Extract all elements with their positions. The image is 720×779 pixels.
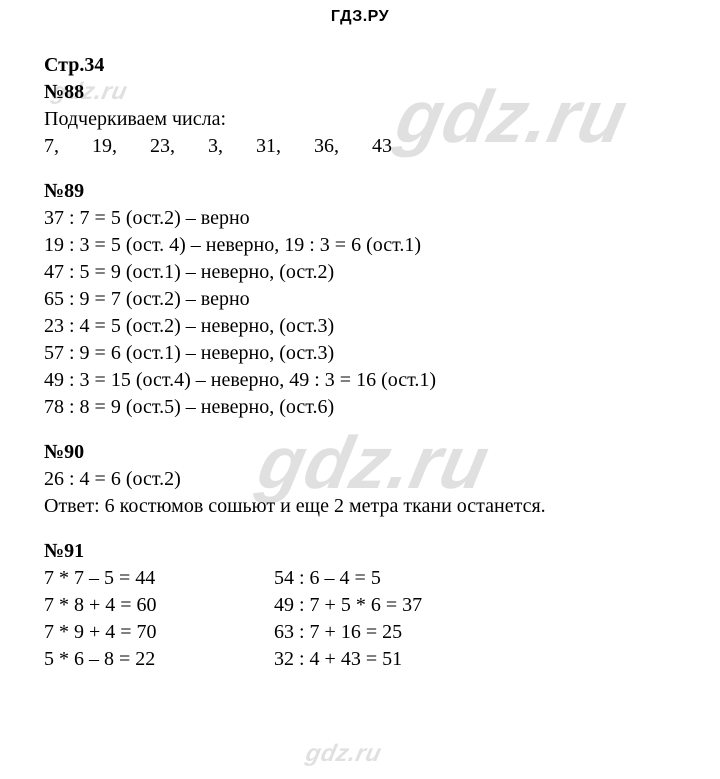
ex91-right-line: 63 : 7 + 16 = 25 bbox=[274, 619, 684, 646]
ex91-left-col: 7 * 7 – 5 = 44 7 * 8 + 4 = 60 7 * 9 + 4 … bbox=[44, 565, 274, 673]
ex90-answer: Ответ: 6 костюмов сошьют и еще 2 метра т… bbox=[44, 493, 684, 520]
ex88-number: 36, bbox=[314, 133, 339, 160]
page-number-label: Стр.34 bbox=[44, 52, 684, 79]
ex91-right-col: 54 : 6 – 4 = 5 49 : 7 + 5 * 6 = 37 63 : … bbox=[274, 565, 684, 673]
ex89-line: 78 : 8 = 9 (ост.5) – неверно, (ост.6) bbox=[44, 394, 684, 421]
ex91-right-line: 54 : 6 – 4 = 5 bbox=[274, 565, 684, 592]
exercise-89: №89 37 : 7 = 5 (ост.2) – верно 19 : 3 = … bbox=[44, 178, 684, 421]
ex89-line: 65 : 9 = 7 (ост.2) – верно bbox=[44, 286, 684, 313]
ex89-line: 57 : 9 = 6 (ост.1) – неверно, (ост.3) bbox=[44, 340, 684, 367]
ex91-right-line: 49 : 7 + 5 * 6 = 37 bbox=[274, 592, 684, 619]
exercise-91: №91 7 * 7 – 5 = 44 7 * 8 + 4 = 60 7 * 9 … bbox=[44, 538, 684, 673]
ex90-calc: 26 : 4 = 6 (ост.2) bbox=[44, 466, 684, 493]
ex91-right-line: 32 : 4 + 43 = 51 bbox=[274, 646, 684, 673]
ex89-line: 37 : 7 = 5 (ост.2) – верно bbox=[44, 205, 684, 232]
ex88-number: 31, bbox=[256, 133, 281, 160]
ex88-number: 3, bbox=[208, 133, 223, 160]
exercise-90: №90 26 : 4 = 6 (ост.2) Ответ: 6 костюмов… bbox=[44, 439, 684, 520]
ex89-line: 47 : 5 = 9 (ост.1) – неверно, (ост.2) bbox=[44, 259, 684, 286]
ex88-numbers: 7, 19, 23, 3, 31, 36, 43 bbox=[44, 133, 684, 160]
ex91-left-line: 5 * 6 – 8 = 22 bbox=[44, 646, 274, 673]
ex88-number: 7, bbox=[44, 133, 59, 160]
content-body: Стр.34 №88 Подчеркиваем числа: 7, 19, 23… bbox=[44, 52, 684, 691]
ex88-number: 23, bbox=[150, 133, 175, 160]
ex89-line: 19 : 3 = 5 (ост. 4) – неверно, 19 : 3 = … bbox=[44, 232, 684, 259]
ex89-line: 49 : 3 = 15 (ост.4) – неверно, 49 : 3 = … bbox=[44, 367, 684, 394]
ex90-title: №90 bbox=[44, 439, 684, 466]
ex91-left-line: 7 * 7 – 5 = 44 bbox=[44, 565, 274, 592]
ex91-left-line: 7 * 9 + 4 = 70 bbox=[44, 619, 274, 646]
ex88-title: №88 bbox=[44, 79, 684, 106]
ex91-title: №91 bbox=[44, 538, 684, 565]
ex91-columns: 7 * 7 – 5 = 44 7 * 8 + 4 = 60 7 * 9 + 4 … bbox=[44, 565, 684, 673]
ex89-title: №89 bbox=[44, 178, 684, 205]
ex88-number: 43 bbox=[372, 133, 392, 160]
watermark-small: gdz.ru bbox=[303, 740, 384, 768]
site-header: ГДЗ.РУ bbox=[0, 8, 720, 26]
exercise-88: №88 Подчеркиваем числа: 7, 19, 23, 3, 31… bbox=[44, 79, 684, 160]
ex88-number: 19, bbox=[92, 133, 117, 160]
ex89-line: 23 : 4 = 5 (ост.2) – неверно, (ост.3) bbox=[44, 313, 684, 340]
page: ГДЗ.РУ Стр.34 №88 Подчеркиваем числа: 7,… bbox=[0, 0, 720, 779]
ex91-left-line: 7 * 8 + 4 = 60 bbox=[44, 592, 274, 619]
ex88-intro: Подчеркиваем числа: bbox=[44, 106, 684, 133]
